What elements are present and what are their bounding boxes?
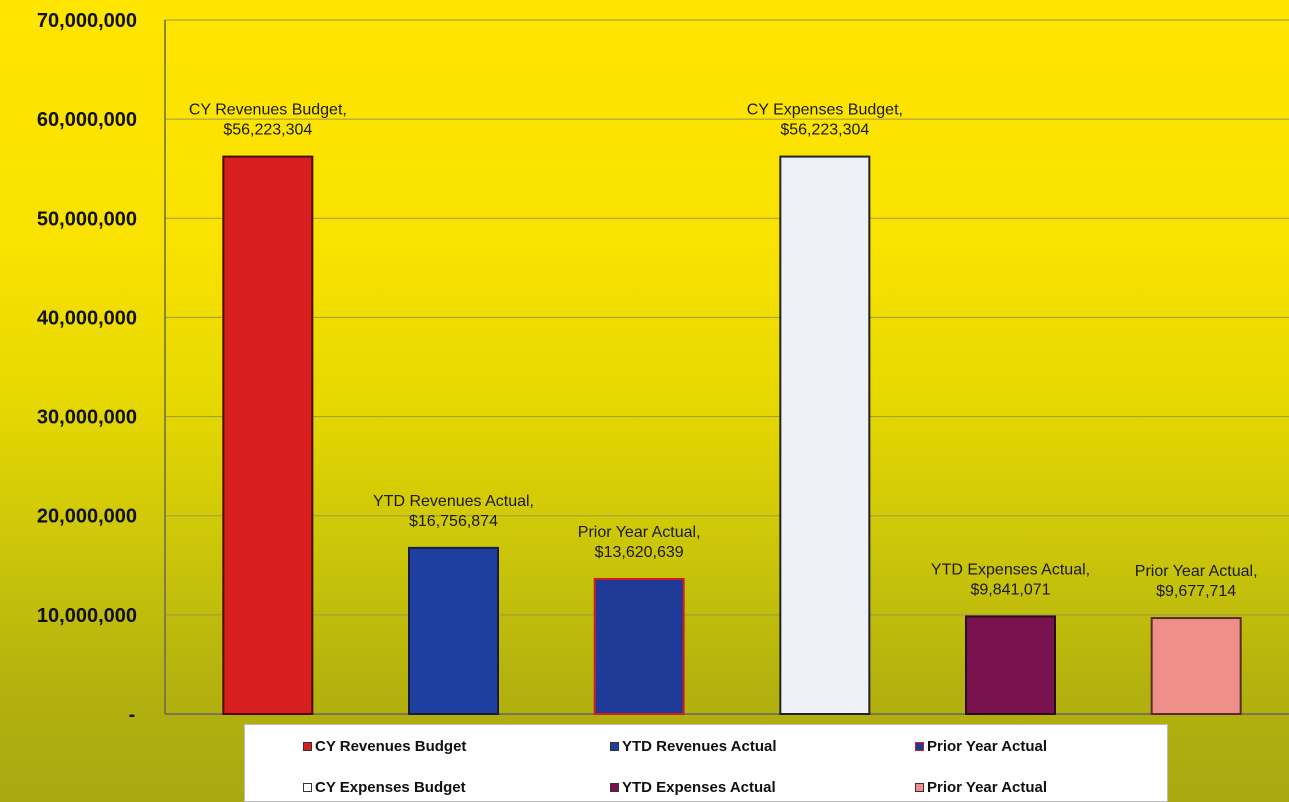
data-label: YTD Revenues Actual, — [373, 493, 534, 510]
data-label: $13,620,639 — [595, 544, 684, 561]
bar — [593, 577, 685, 716]
legend-swatch — [610, 742, 619, 751]
data-label: $9,677,714 — [1156, 583, 1236, 600]
legend-swatch — [915, 783, 924, 792]
legend-item-ytd-expenses-actual: YTD Expenses Actual — [610, 779, 776, 796]
legend-item-prior-year-actual-revenues: Prior Year Actual — [915, 738, 1047, 755]
y-tick-label: 50,000,000 — [37, 208, 137, 230]
legend-swatch — [303, 783, 312, 792]
data-label: $16,756,874 — [409, 513, 498, 530]
legend-item-ytd-revenues-actual: YTD Revenues Actual — [610, 738, 777, 755]
y-tick-label: 30,000,000 — [37, 407, 137, 429]
legend-item-cy-revenues-budget: CY Revenues Budget — [303, 738, 466, 755]
y-tick-label: - — [129, 704, 136, 726]
data-label: $9,841,071 — [970, 581, 1050, 598]
legend: CY Revenues Budget YTD Revenues Actual P… — [244, 724, 1168, 802]
bars — [222, 155, 1242, 716]
legend-label: YTD Revenues Actual — [622, 738, 777, 755]
y-tick-label: 40,000,000 — [37, 307, 137, 329]
data-label: Prior Year Actual, — [578, 524, 701, 541]
bar — [408, 546, 499, 715]
bar — [1150, 617, 1242, 715]
legend-swatch — [610, 783, 619, 792]
legend-label: Prior Year Actual — [927, 738, 1048, 755]
y-tick-label: 20,000,000 — [37, 506, 137, 528]
data-label: CY Expenses Budget, — [747, 102, 903, 119]
gridlines — [165, 19, 1289, 616]
data-label: $56,223,304 — [780, 122, 869, 139]
legend-swatch — [303, 742, 312, 751]
legend-label: Prior Year Actual — [927, 779, 1048, 796]
y-tick-label: 60,000,000 — [37, 109, 137, 131]
data-label: $56,223,304 — [223, 122, 312, 139]
data-label: CY Revenues Budget, — [189, 102, 347, 119]
legend-label: CY Expenses Budget — [315, 779, 466, 796]
bar — [779, 155, 871, 715]
legend-label: YTD Expenses Actual — [622, 779, 776, 796]
y-tick-label: 70,000,000 — [37, 10, 137, 32]
y-tick-label: 10,000,000 — [37, 605, 137, 627]
bar — [222, 155, 314, 715]
bar — [965, 615, 1056, 715]
data-label: Prior Year Actual, — [1135, 563, 1258, 580]
legend-swatch — [915, 742, 924, 751]
data-labels: CY Revenues Budget, $56,223,304 YTD Revenu… — [189, 102, 1258, 600]
legend-label: CY Revenues Budget — [315, 738, 467, 755]
legend-item-cy-expenses-budget: CY Expenses Budget — [303, 779, 466, 796]
data-label: YTD Expenses Actual, — [931, 561, 1090, 578]
y-tick-labels: - 10,000,000 20,000,000 30,000,000 40,000,00… — [37, 10, 137, 726]
legend-item-prior-year-actual-expenses: Prior Year Actual — [915, 779, 1047, 796]
